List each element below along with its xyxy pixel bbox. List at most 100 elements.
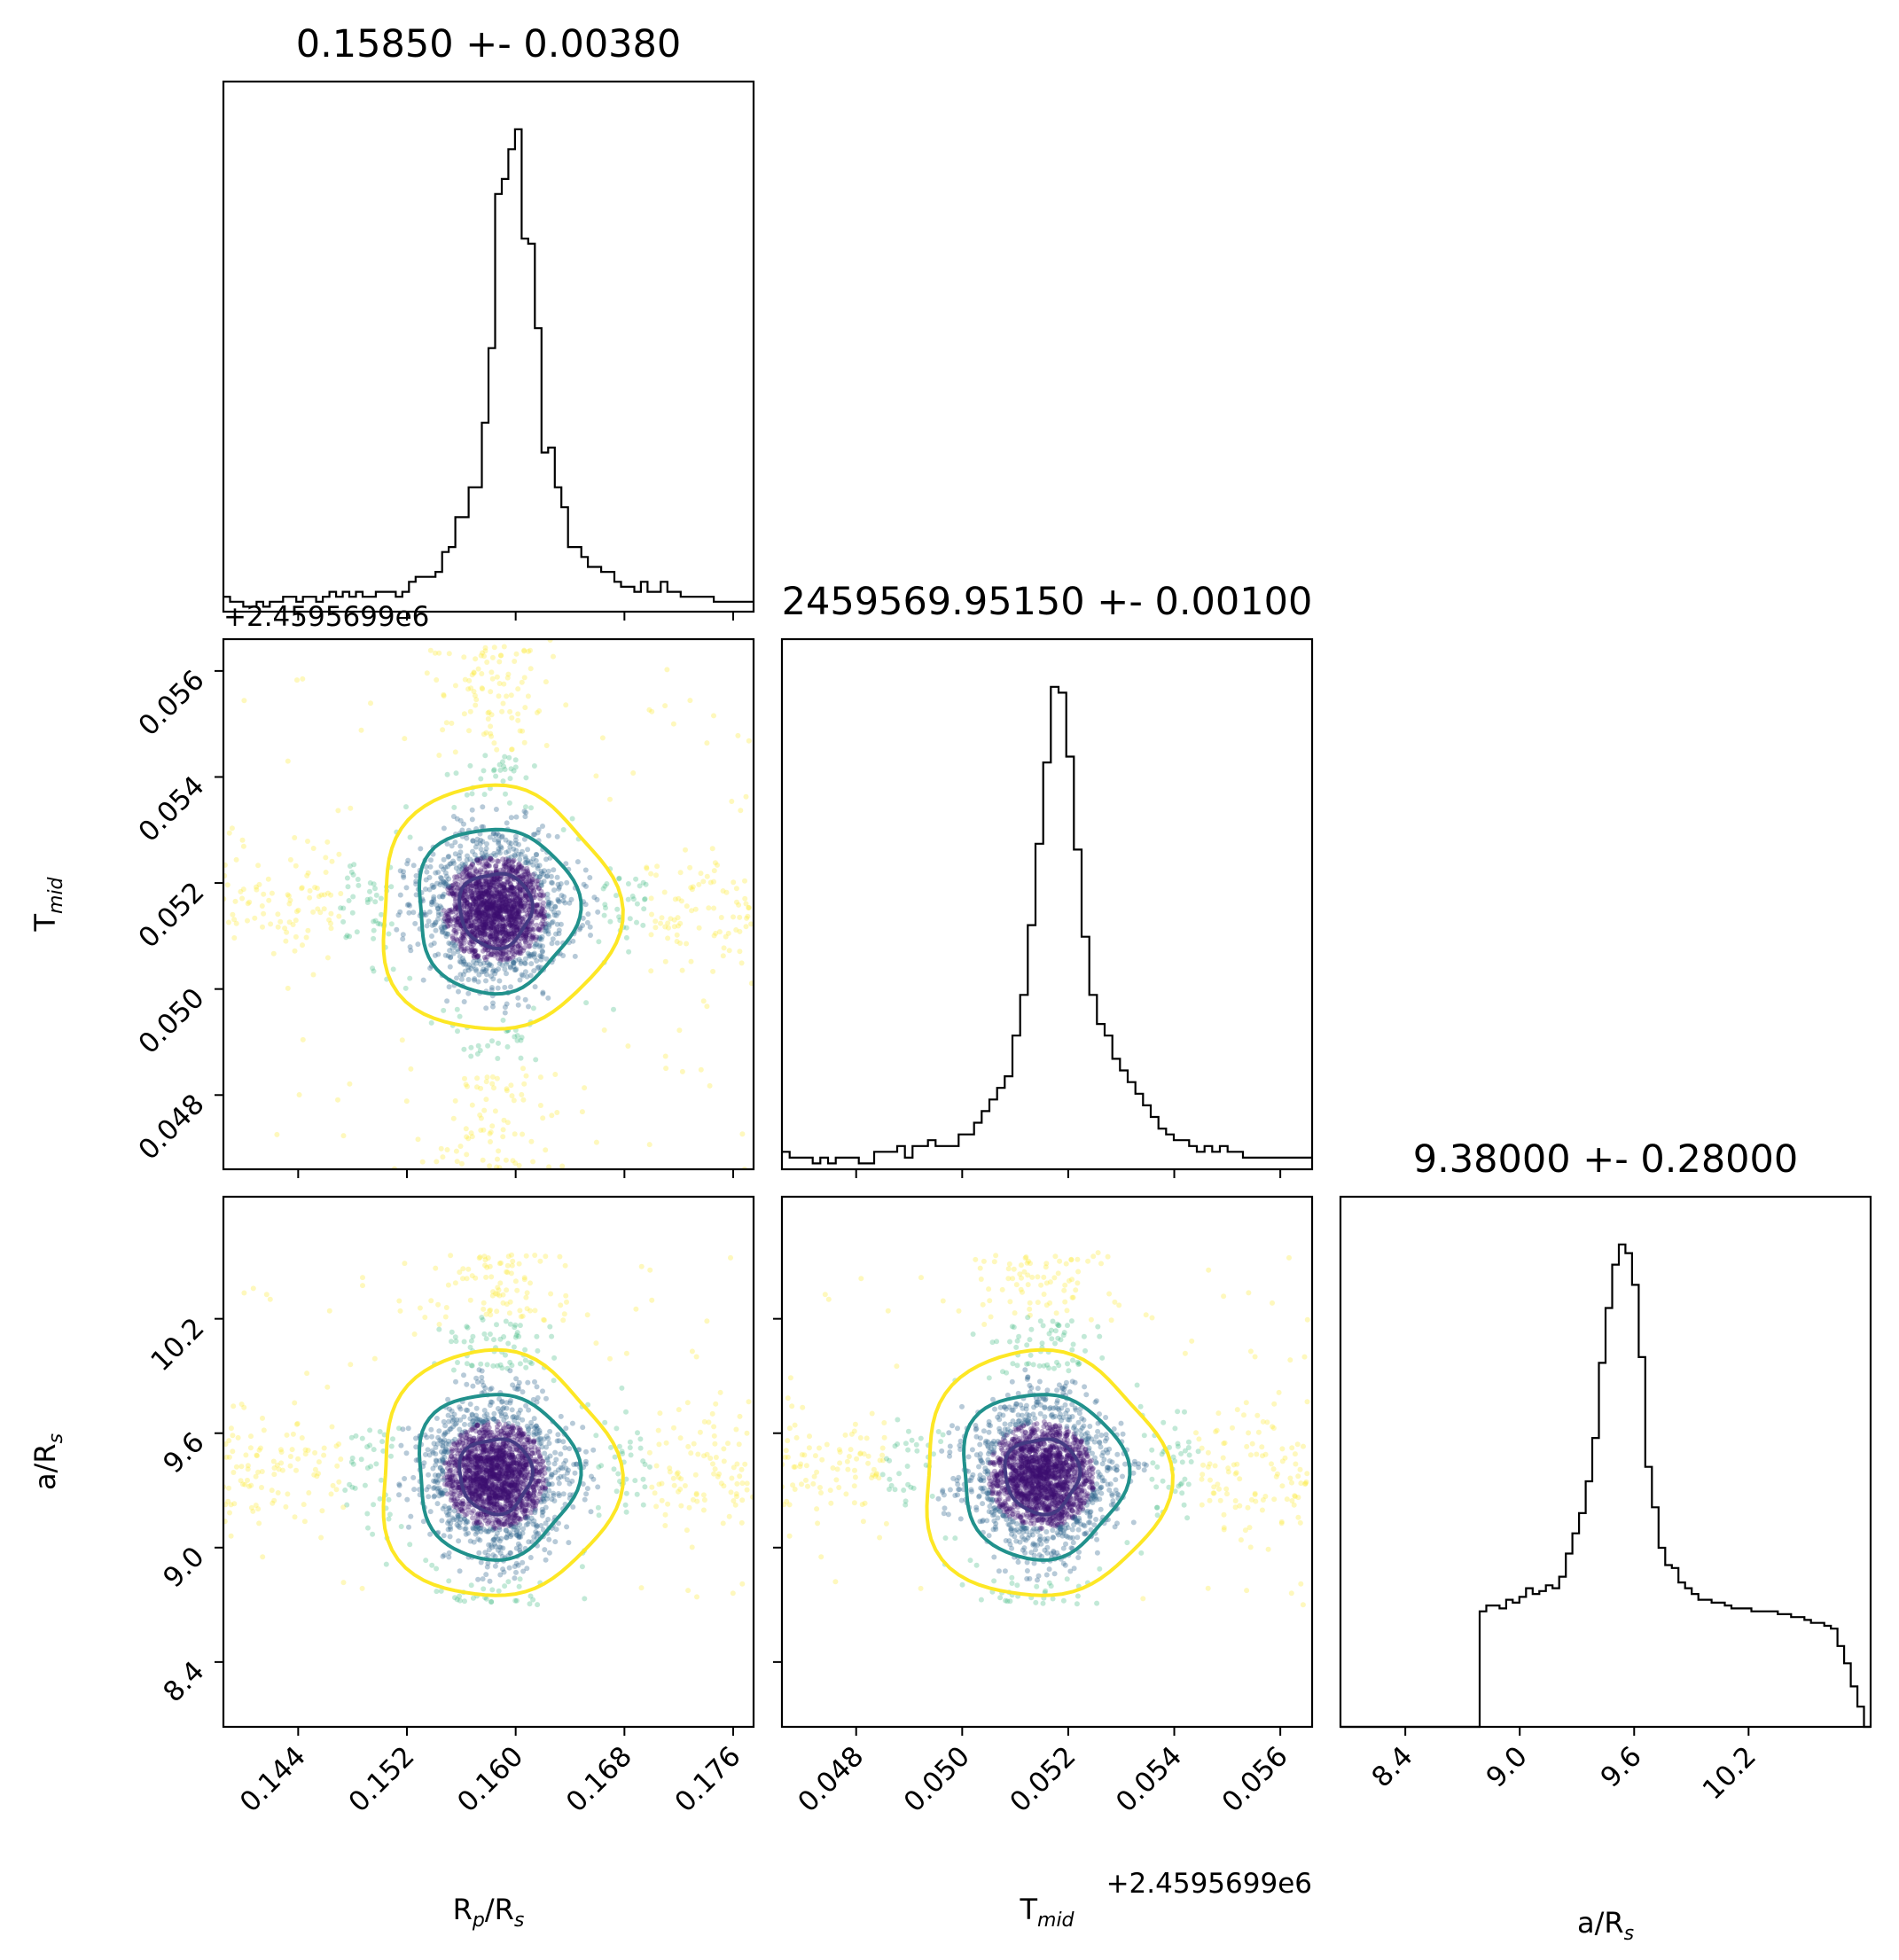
scatter-point xyxy=(488,919,495,925)
scatter-point xyxy=(318,892,324,898)
scatter-point xyxy=(513,1569,519,1575)
scatter-point xyxy=(534,1384,540,1390)
scatter-point xyxy=(453,896,459,902)
scatter-point xyxy=(615,1471,621,1477)
scatter-point xyxy=(481,884,487,889)
scatter-point xyxy=(543,1444,550,1450)
scatter-point xyxy=(739,1131,746,1137)
scatter-point xyxy=(534,910,540,916)
scatter-point xyxy=(471,954,477,960)
scatter-point xyxy=(465,1324,471,1331)
scatter-point xyxy=(550,918,556,925)
scatter-point xyxy=(496,881,502,887)
scatter-point xyxy=(457,817,464,824)
scatter-point xyxy=(499,834,505,840)
scatter-point xyxy=(523,934,529,941)
scatter-point xyxy=(411,1487,418,1493)
scatter-point xyxy=(478,910,484,917)
scatter-point xyxy=(348,869,355,875)
scatter-point xyxy=(441,825,447,832)
scatter-point xyxy=(486,863,492,869)
scatter-point xyxy=(446,876,452,882)
scatter-point xyxy=(738,960,745,966)
scatter-point xyxy=(482,922,488,928)
scatter-point xyxy=(484,883,490,889)
scatter-point xyxy=(563,1425,569,1432)
scatter-point xyxy=(489,1544,495,1550)
scatter-point xyxy=(496,961,503,966)
scatter-point xyxy=(733,1491,739,1497)
y-tick-label: 0.052 xyxy=(132,876,210,954)
scatter-point xyxy=(286,919,293,925)
scatter-point xyxy=(738,808,744,814)
scatter-point xyxy=(472,866,478,872)
scatter-point xyxy=(537,935,543,941)
scatter-point xyxy=(706,905,712,911)
scatter-point xyxy=(488,933,495,939)
scatter-point xyxy=(698,1066,704,1073)
scatter-point xyxy=(440,1458,446,1464)
scatter-point xyxy=(487,885,493,890)
scatter-point xyxy=(455,885,461,891)
scatter-point xyxy=(457,855,463,862)
scatter-point xyxy=(497,912,504,918)
scatter-point xyxy=(717,1389,723,1395)
scatter-point xyxy=(277,1447,284,1453)
scatter-point xyxy=(401,869,406,875)
scatter-point xyxy=(483,1097,489,1103)
scatter-point xyxy=(481,927,487,933)
scatter-point xyxy=(481,925,487,931)
scatter-point xyxy=(489,915,496,921)
scatter-point xyxy=(514,902,520,908)
scatter-point xyxy=(682,1483,688,1488)
scatter-point xyxy=(506,866,512,871)
scatter-point xyxy=(495,985,501,991)
scatter-point xyxy=(564,1299,569,1305)
scatter-point xyxy=(285,1491,291,1497)
scatter-point xyxy=(508,903,514,910)
scatter-point xyxy=(248,1504,254,1511)
scatter-point xyxy=(505,949,512,956)
scatter-point xyxy=(677,870,684,876)
scatter-point xyxy=(501,1117,507,1123)
scatter-point xyxy=(679,1068,685,1074)
scatter-point xyxy=(474,953,481,959)
scatter-point xyxy=(744,1487,750,1493)
scatter-point xyxy=(446,940,452,946)
scatter-point xyxy=(447,964,453,970)
scatter-point xyxy=(640,1476,646,1482)
scatter-point xyxy=(528,1361,535,1367)
scatter-point xyxy=(293,918,299,924)
scatter-point xyxy=(540,918,546,924)
scatter-point xyxy=(470,895,476,902)
scatter-point xyxy=(630,770,637,776)
scatter-point xyxy=(358,727,364,733)
scatter-point xyxy=(487,906,493,912)
scatter-point xyxy=(394,926,400,933)
scatter-point xyxy=(516,864,522,871)
scatter-point xyxy=(469,894,475,900)
scatter-point xyxy=(512,921,518,927)
scatter-point xyxy=(329,858,335,864)
scatter-point xyxy=(502,934,508,941)
scatter-point xyxy=(484,919,490,925)
scatter-point xyxy=(495,917,501,923)
scatter-point xyxy=(709,1410,715,1417)
scatter-point xyxy=(500,931,506,937)
scatter-point xyxy=(678,1503,684,1509)
scatter-point xyxy=(662,1511,668,1518)
scatter-point xyxy=(505,848,512,855)
scatter-point xyxy=(230,1449,236,1455)
scatter-point xyxy=(488,963,494,969)
scatter-point xyxy=(399,1037,405,1043)
scatter-point xyxy=(328,1491,334,1497)
scatter-point xyxy=(550,880,555,886)
scatter-point xyxy=(521,808,528,815)
scatter-point xyxy=(487,863,492,869)
scatter-point xyxy=(704,1003,710,1010)
scatter-point xyxy=(509,864,515,871)
scatter-point xyxy=(464,873,470,879)
scatter-point xyxy=(517,902,523,908)
scatter-point xyxy=(459,861,465,867)
scatter-point xyxy=(367,1427,373,1433)
